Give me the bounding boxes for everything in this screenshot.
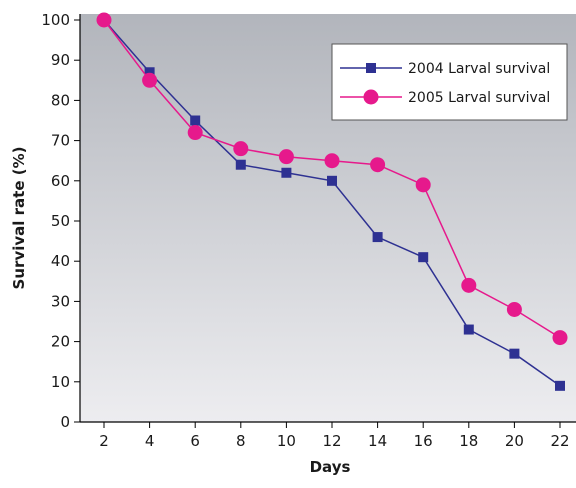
data-point-circle	[142, 72, 158, 88]
x-tick-label: 6	[190, 432, 200, 450]
data-point-square	[463, 324, 474, 335]
legend-box	[331, 43, 568, 121]
legend-label: 2005 Larval survival	[408, 90, 550, 106]
data-point-square	[281, 167, 292, 178]
y-tick-label: 10	[51, 373, 70, 391]
y-tick-label: 90	[51, 51, 70, 69]
x-tick-label: 14	[368, 432, 387, 450]
x-tick-label: 22	[550, 432, 569, 450]
series-2	[96, 12, 568, 346]
x-tick-label: 16	[414, 432, 433, 450]
series-1	[99, 15, 565, 391]
x-tick-label: 2	[99, 432, 109, 450]
data-point-circle	[233, 141, 249, 157]
y-tick-label: 70	[51, 132, 70, 150]
legend-marker-circle	[363, 89, 379, 105]
data-point-circle	[415, 177, 431, 193]
y-tick-label: 0	[60, 413, 70, 431]
legend: 2004 Larval survival 2005 Larval survival	[331, 43, 568, 121]
y-axis-title: Survival rate (%)	[10, 147, 28, 290]
legend-label: 2004 Larval survival	[408, 61, 550, 77]
data-point-square	[509, 348, 520, 359]
data-point-circle	[324, 153, 340, 169]
data-point-square	[418, 252, 429, 263]
data-point-square	[144, 67, 155, 78]
data-point-circle	[370, 157, 386, 173]
x-tick-label: 12	[322, 432, 341, 450]
data-point-square	[190, 115, 201, 126]
data-point-square	[372, 232, 383, 243]
data-point-circle	[96, 12, 112, 28]
x-axis-title: Days	[310, 458, 351, 476]
x-tick-label: 18	[459, 432, 478, 450]
x-tick-label: 10	[277, 432, 296, 450]
y-tick-label: 100	[41, 11, 70, 29]
y-tick-label: 80	[51, 91, 70, 109]
data-point-square	[555, 380, 565, 391]
legend-marker-square	[366, 63, 376, 73]
data-point-circle	[552, 330, 568, 346]
data-point-circle	[187, 125, 203, 141]
data-point-circle	[506, 301, 522, 317]
x-tick-label: 8	[236, 432, 246, 450]
data-point-square	[327, 175, 337, 186]
y-tick-label: 20	[51, 333, 70, 351]
x-tick-label: 4	[145, 432, 155, 450]
y-tick-label: 60	[51, 172, 70, 190]
y-tick-label: 40	[51, 252, 70, 270]
y-tick-label: 50	[51, 212, 70, 230]
x-tick-label: 20	[505, 432, 524, 450]
data-point-square	[235, 159, 246, 170]
data-point-circle	[461, 277, 477, 293]
y-tick-label: 30	[51, 292, 70, 310]
data-point-circle	[278, 149, 294, 165]
